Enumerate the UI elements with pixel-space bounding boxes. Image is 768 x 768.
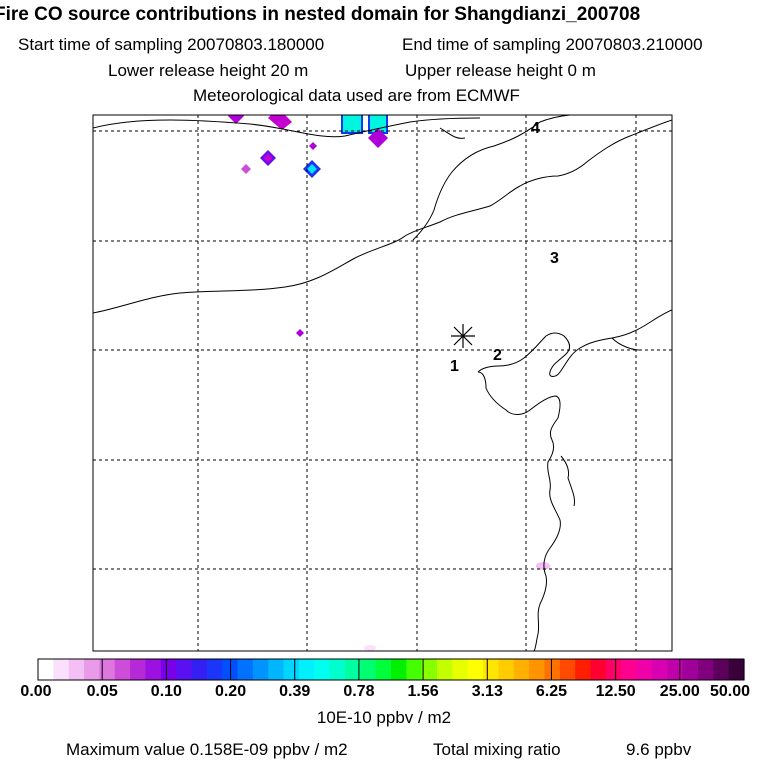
colorbar-swatch [697,659,714,680]
colorbar-swatch [145,659,162,680]
colorbar-tick-label: 50.00 [709,683,751,700]
colorbar-swatch [68,659,85,680]
colorbar-swatch [483,659,500,680]
colorbar-swatch [513,659,530,680]
point-label: 2 [493,347,502,364]
colorbar-tick-label: 0.00 [20,683,52,700]
colorbar-swatch [206,659,223,680]
end-time-label: End time of sampling 20070803.210000 [402,35,703,54]
colorbar-swatch [53,659,70,680]
colorbar-swatch [283,659,300,680]
colorbar-tick-label: 1.56 [407,683,439,700]
colorbar-swatch [544,659,561,680]
colorbar-tick-label: 12.50 [595,683,636,700]
colorbar-swatch [130,659,147,680]
colorbar-tick-label: 0.20 [214,683,247,700]
map-plot: 1 2 3 4 [37,114,745,681]
colorbar-swatch [651,659,668,680]
colorbar-swatch [636,659,653,680]
colorbar-swatch [529,659,546,680]
colorbar-swatch [391,659,407,680]
colorbar-tick-label: 0.05 [86,683,118,700]
colorbar-frame [37,658,745,681]
total-mixing-value: 9.6 ppbv [626,740,692,759]
total-mixing-label: Total mixing ratio [433,740,561,759]
colorbar-swatch [590,659,607,680]
upper-release-label: Upper release height 0 m [405,61,596,80]
colorbar-swatch [252,659,269,680]
colorbar-swatch [191,659,208,680]
colorbar-tick-label: 0.10 [150,683,182,700]
colorbar-swatch [559,659,576,680]
chart-title: Fire CO source contributions in nested d… [0,4,641,25]
colorbar-swatch [621,659,638,680]
plume-cluster-north [228,115,550,651]
colorbar-tick-label: 0.39 [279,683,311,700]
colorbar-swatch [114,659,131,680]
colorbar-swatch [605,659,622,680]
receptor-asterisk-icon [451,324,475,348]
point-label: 4 [531,120,540,137]
colorbar-swatch [667,659,684,680]
colorbar-swatch [99,659,116,680]
point-label: 1 [450,358,459,375]
colorbar-swatch [360,659,377,680]
colorbar-swatch [314,659,331,680]
point-label: 3 [550,250,559,267]
colorbar-swatch [452,659,469,680]
colorbar-tick-label: 25.00 [659,683,700,700]
boundary-lines [93,115,672,651]
start-time-label: Start time of sampling 20070803.180000 [18,35,325,54]
colorbar-swatch [375,659,392,680]
colorbar-swatch [38,659,54,680]
colorbar-swatch [467,659,484,680]
plot-frame [92,114,673,652]
colorbar-swatch [406,659,423,680]
colorbar-swatch [344,659,361,680]
colorbar-swatch [329,659,346,680]
colorbar-swatch [268,659,285,680]
colorbar-tick-label: 0.78 [343,683,375,700]
lower-release-label: Lower release height 20 m [108,61,309,80]
colorbar-swatch [728,659,745,680]
colorbar-swatch [575,659,592,680]
graticule [93,115,672,651]
colorbar-swatch [498,659,515,680]
colorbar-swatch [237,659,254,680]
colorbar-swatch [298,659,315,680]
maximum-value-label: Maximum value 0.158E-09 ppbv / m2 [66,740,348,759]
colorbar-swatch [160,659,177,680]
colorbar-units: 10E-10 ppbv / m2 [316,708,452,727]
colorbar-swatch [84,659,100,680]
colorbar-tick-label: 3.13 [471,683,503,700]
met-data-label: Meteorological data used are from ECMWF [193,86,520,105]
colorbar-swatch [682,659,699,680]
colorbar-swatch [713,659,730,680]
colorbar-swatch [421,659,438,680]
colorbar-tick-label: 6.25 [535,683,568,700]
colorbar-swatch [437,659,453,680]
colorbar [38,659,745,680]
colorbar-swatch [176,659,193,680]
